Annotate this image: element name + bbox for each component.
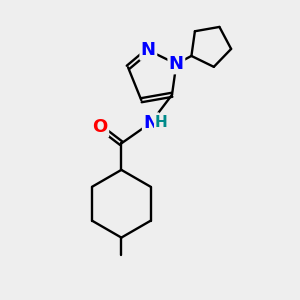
Text: N: N xyxy=(169,55,184,73)
Text: O: O xyxy=(92,118,108,136)
Text: H: H xyxy=(155,115,167,130)
Text: N: N xyxy=(143,114,158,132)
Text: N: N xyxy=(141,41,156,59)
